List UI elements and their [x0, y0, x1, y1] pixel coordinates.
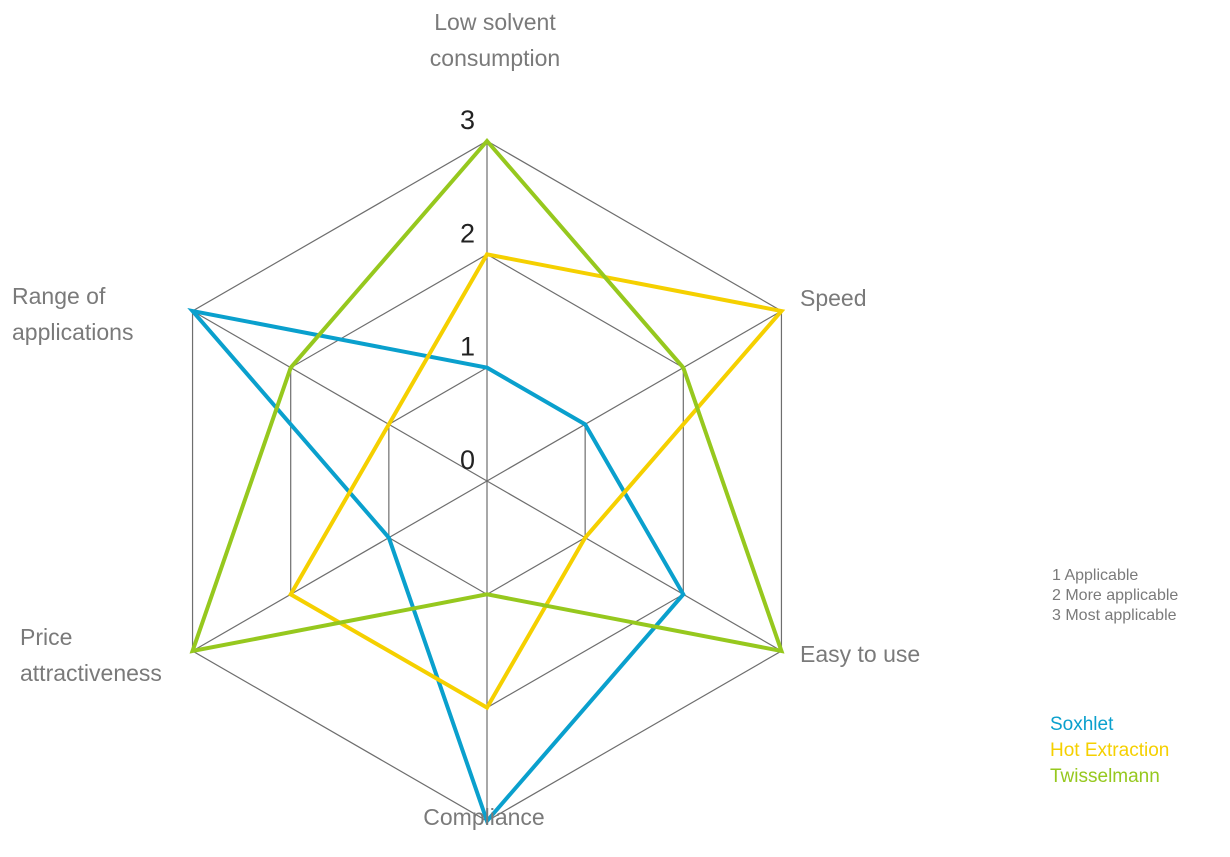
tick-label-3: 3	[460, 105, 475, 135]
legend-item-twisselmann: Twisselmann	[1050, 766, 1160, 787]
axis-label-5-line-1: Price	[20, 624, 72, 650]
series-hot-extraction-line	[287, 252, 786, 711]
axis-label-6-line-2: applications	[12, 319, 133, 345]
axis-label-3-line-1: Easy to use	[800, 641, 920, 667]
scale-notes: 1 Applicable 2 More applicable 3 Most ap…	[1052, 566, 1178, 626]
scale-note-1: 1 Applicable	[1052, 567, 1139, 584]
grid-spoke-6	[192, 310, 488, 482]
tick-label-1: 1	[460, 332, 475, 362]
grid-spoke-2	[486, 310, 782, 482]
scale-note-2: 2 More applicable	[1052, 587, 1179, 604]
tick-label-2: 2	[460, 218, 475, 248]
axis-label-1-line-2: consumption	[430, 45, 560, 71]
legend-item-soxhlet: Soxhlet	[1050, 714, 1114, 735]
axis-label-1-line-1: Low solvent	[434, 9, 556, 35]
grid-spoke-5	[192, 480, 488, 652]
grid-spoke-3	[486, 480, 782, 652]
legend-item-hot-extraction: Hot Extraction	[1050, 740, 1170, 761]
series-soxhlet-line	[187, 307, 686, 825]
legend: Soxhlet Hot Extraction Twisselmann	[1050, 712, 1169, 790]
series-twisselmann-line	[189, 137, 785, 654]
axis-label-6-line-1: Range of	[12, 283, 106, 309]
axis-label-2-line-1: Speed	[800, 285, 867, 311]
axis-label-4-line-1: Compliance	[423, 804, 544, 830]
scale-note-3: 3 Most applicable	[1052, 607, 1177, 624]
axis-label-5-line-2: attractiveness	[20, 660, 162, 686]
tick-label-0: 0	[460, 445, 475, 475]
